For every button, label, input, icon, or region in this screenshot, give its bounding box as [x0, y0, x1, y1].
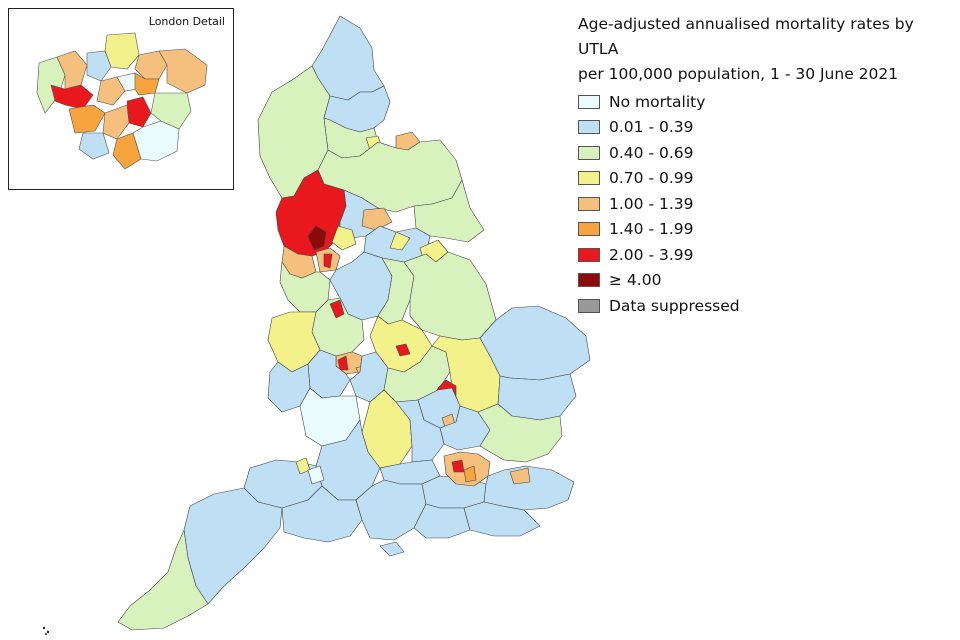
legend-swatch: [578, 222, 600, 237]
borough-e1: [158, 48, 208, 94]
region-leicester: [395, 343, 411, 357]
legend-label: 2.00 - 3.99: [609, 245, 694, 264]
region-cheshire: [279, 261, 331, 313]
region-norfolk: [479, 305, 591, 381]
legend-label: 0.01 - 0.39: [609, 118, 694, 137]
region-leeds: [331, 225, 357, 251]
legend-label: No mortality: [609, 92, 706, 111]
scilly-island: [42, 626, 46, 630]
region-gloucestershire: [299, 387, 361, 447]
region-wigan: [323, 253, 333, 269]
london-inset: London Detail: [8, 8, 234, 190]
borough-s1: [78, 132, 110, 160]
region-hull: [389, 231, 411, 251]
region-bath: [307, 465, 325, 485]
map-title-line-1: Age-adjusted annualised mortality rates …: [578, 15, 914, 58]
region-suffolk: [497, 373, 577, 421]
borough-sw2: [102, 104, 130, 140]
legend: Age-adjusted annualised mortality rates …: [578, 12, 950, 319]
inset-label: London Detail: [148, 15, 225, 28]
legend-label: 0.70 - 0.99: [609, 169, 694, 188]
region-devon: [183, 487, 283, 605]
region-east-sussex: [463, 501, 541, 537]
region-stoke: [329, 299, 345, 319]
legend-swatch: [578, 145, 600, 160]
region-essex: [477, 403, 563, 463]
region-london-orange: [463, 465, 477, 483]
borough-se1: [132, 120, 180, 162]
legend-item: No mortality: [578, 89, 950, 115]
borough-se2: [150, 92, 192, 130]
region-isle-of-wight: [379, 541, 405, 557]
region-lincolnshire: [403, 251, 497, 341]
legend-item: ≥ 4.00: [578, 268, 950, 294]
legend-swatch: [578, 273, 600, 288]
borough-red-west: [50, 84, 94, 110]
region-cornwall: [117, 529, 209, 631]
borough-red-center: [126, 96, 152, 128]
legend-item: 2.00 - 3.99: [578, 242, 950, 268]
region-medway: [509, 467, 531, 485]
legend-swatch: [578, 94, 600, 109]
region-birmingham: [337, 355, 349, 371]
region-york: [361, 207, 393, 231]
legend-label: 1.40 - 1.99: [609, 220, 694, 239]
legend-item: 0.01 - 0.39: [578, 115, 950, 141]
legend-label: ≥ 4.00: [609, 271, 662, 290]
borough-sw1: [68, 104, 106, 134]
legend-item: 1.00 - 1.39: [578, 191, 950, 217]
legend-label: Data suppressed: [609, 296, 740, 315]
legend-label: 1.00 - 1.39: [609, 194, 694, 213]
map-title-line-2: per 100,000 population, 1 - 30 June 2021: [578, 65, 899, 83]
legend-item: Data suppressed: [578, 293, 950, 319]
legend-item: 1.40 - 1.99: [578, 217, 950, 243]
region-blackburn: [307, 225, 327, 251]
legend-item: 0.40 - 0.69: [578, 140, 950, 166]
borough-n2: [86, 50, 112, 82]
borough-c1: [96, 76, 126, 106]
legend-item: 0.70 - 0.99: [578, 166, 950, 192]
scilly-island: [46, 630, 50, 634]
scilly-island: [45, 633, 47, 635]
london-inset-map: [36, 32, 208, 170]
legend-swatch: [578, 247, 600, 262]
region-kent: [483, 465, 575, 511]
legend-swatch: [578, 298, 600, 313]
legend-swatch: [578, 120, 600, 135]
borough-yellow: [104, 32, 140, 70]
borough-s2: [112, 132, 142, 170]
legend-swatch: [578, 196, 600, 211]
legend-swatch: [578, 171, 600, 186]
legend-label: 0.40 - 0.69: [609, 143, 694, 162]
region-london-red: [451, 459, 465, 473]
region-buckinghamshire: [395, 399, 445, 463]
